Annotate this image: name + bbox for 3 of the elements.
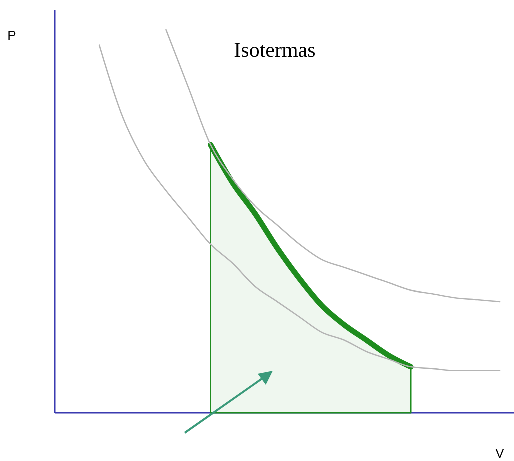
y-axis-title: P xyxy=(8,28,16,43)
x-axis-title: V xyxy=(496,446,505,461)
annotation: Isotermas xyxy=(234,38,316,62)
